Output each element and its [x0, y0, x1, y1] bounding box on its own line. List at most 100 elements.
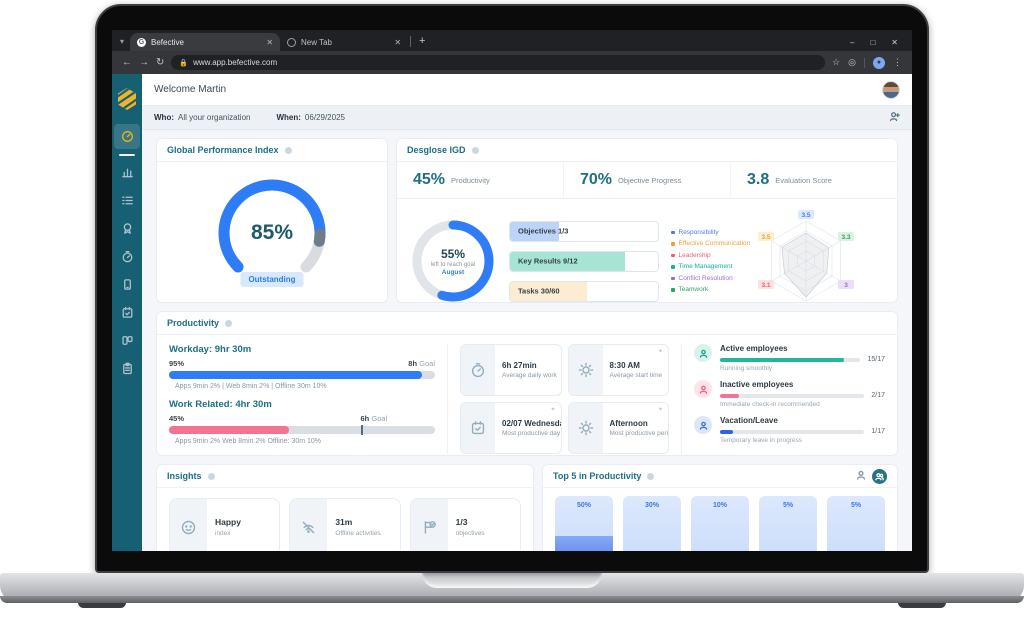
new-tab-button[interactable]: + [419, 35, 426, 47]
globe-favicon-icon [287, 37, 297, 47]
individual-view-icon[interactable] [856, 467, 866, 485]
objectives-insight-card[interactable]: 1/3 objectives [409, 498, 521, 551]
offline-insight-card[interactable]: 31m Offline activities [289, 498, 401, 551]
window-close-button[interactable]: ✕ [891, 38, 898, 47]
stat-value: 8:30 AM [609, 361, 640, 370]
top5-bar-chart: 50% 30% 10% [543, 488, 897, 551]
window-maximize-button[interactable]: □ [870, 38, 876, 47]
info-icon[interactable] [471, 146, 479, 154]
tab-new-tab[interactable]: New Tab ✕ [280, 33, 408, 51]
employee-count: 1/17 [871, 428, 885, 435]
progress-label: Tasks 30/60 [518, 286, 560, 296]
employee-group-title: Inactive employees [720, 380, 794, 389]
most-productive-period-card[interactable]: ✦ Afternoon Most productive period [567, 402, 669, 454]
window-minimize-button[interactable]: – [850, 38, 855, 47]
user-filter-icon[interactable] [889, 111, 900, 124]
legend-label: Conflict Resolution [678, 274, 733, 282]
app-sidebar [112, 74, 142, 551]
avg-start-time-card[interactable]: ✦ 8:30 AM Average start time [567, 344, 669, 396]
stat-value: 6h 27min [502, 361, 537, 370]
stopwatch-icon [461, 345, 495, 395]
goal-tick-marker [360, 425, 363, 435]
inactive-employees-row[interactable]: Inactive employees 2/17 Immediate check-… [694, 380, 885, 408]
sparkle-icon: ✦ [657, 407, 663, 413]
tab-divider [410, 36, 412, 47]
when-label: When: [276, 113, 301, 122]
employee-note: Temporary leave in progress [720, 437, 803, 444]
workday-percent: 95% [169, 359, 185, 368]
productivity-card: Productivity Workday: 9hr 30m 95% 8h Goa… [156, 311, 898, 456]
top5-bar[interactable]: 5% [827, 496, 885, 551]
employee-count: 2/17 [871, 392, 885, 399]
info-icon[interactable] [207, 472, 215, 480]
tab-close-icon[interactable]: ✕ [394, 37, 402, 47]
info-icon[interactable] [284, 146, 292, 154]
tab-close-icon[interactable]: ✕ [266, 37, 274, 47]
work-related-title: Work Related: 4hr 30m [169, 399, 272, 410]
extension-icon[interactable]: ◎ [848, 57, 856, 67]
sparkle-icon: ✦ [657, 349, 663, 355]
back-icon[interactable]: ← [122, 56, 132, 68]
sidebar-item-tasks[interactable] [114, 188, 140, 213]
sidebar-item-calendar[interactable] [114, 300, 140, 325]
info-icon[interactable] [647, 472, 655, 480]
laptop-base [0, 573, 1024, 603]
insight-value: 31m [335, 517, 353, 527]
smiley-icon [170, 499, 207, 551]
person-icon [694, 380, 712, 398]
sidebar-item-timer[interactable] [114, 244, 140, 269]
active-employees-row[interactable]: Active employees 15/17 Running smoothly [694, 344, 885, 372]
stat-label: Most productive period [609, 430, 669, 437]
sidebar-item-dashboard[interactable] [114, 124, 140, 149]
tasks-progress[interactable]: Tasks 30/60 [509, 280, 659, 302]
sidebar-item-mobile[interactable] [114, 272, 140, 297]
info-icon[interactable] [225, 319, 233, 327]
legend-label: Responsibility [678, 228, 719, 236]
when-value[interactable]: 06/29/2025 [304, 113, 345, 122]
mood-insight-card[interactable]: Happy index [169, 498, 281, 551]
sidebar-item-reports[interactable] [114, 160, 140, 185]
legend-label: Time Management [678, 263, 733, 271]
avg-daily-work-card[interactable]: 6h 27min Average daily work [460, 344, 562, 396]
top5-bar[interactable]: 50% [555, 496, 613, 551]
who-value[interactable]: All your organization [178, 113, 251, 122]
radar-value: 3.5 [762, 234, 771, 241]
user-avatar[interactable] [882, 80, 900, 99]
employee-group-title: Active employees [720, 344, 788, 353]
laptop-screen-bezel: ▾ G Befective ✕ New Tab ✕ + – □ ✕ [95, 4, 929, 573]
radar-value: 3.1 [762, 282, 771, 289]
gpi-value: 85% [250, 220, 294, 244]
tab-befective[interactable]: G Befective ✕ [130, 33, 281, 51]
vacation-leave-row[interactable]: Vacation/Leave 1/17 Temporary leave in p… [694, 416, 885, 444]
insights-title: Insights [167, 471, 202, 481]
insights-card: Insights Happy [156, 464, 534, 551]
stat-value: 3.8 [747, 171, 770, 188]
browser-profile-avatar[interactable]: ● [873, 56, 885, 69]
stat-label: Objective Progress [618, 175, 682, 185]
sidebar-item-awards[interactable] [114, 216, 140, 241]
screen: ▾ G Befective ✕ New Tab ✕ + – □ ✕ [112, 30, 912, 551]
browser-toolbar: ← → ↻ 🔒 www.app.befective.com ☆ ◎ ● ⋮ [112, 51, 912, 74]
stat-label: Evaluation Score [775, 175, 832, 185]
befective-logo[interactable] [115, 74, 139, 124]
top5-bar[interactable]: 5% [759, 496, 817, 551]
group-view-icon[interactable] [872, 468, 887, 484]
top5-bar[interactable]: 10% [691, 496, 749, 551]
tab-search-chevron-icon[interactable]: ▾ [120, 37, 125, 46]
sidebar-item-kanban[interactable] [114, 328, 140, 353]
url-text: www.app.befective.com [193, 58, 278, 67]
workday-goal-value: 8h [408, 359, 418, 368]
bookmark-star-icon[interactable]: ☆ [832, 57, 841, 67]
stat-label: Most productive day [502, 430, 561, 437]
url-bar[interactable]: 🔒 www.app.befective.com [171, 55, 826, 70]
top5-bar[interactable]: 30% [623, 496, 681, 551]
reload-icon[interactable]: ↻ [156, 56, 165, 68]
most-productive-day-card[interactable]: ✦ 02/07 Wednesday Most productive day [460, 402, 562, 454]
key-results-progress[interactable]: Key Results 9/12 [509, 250, 659, 272]
gpi-title: Global Performance Index [167, 145, 279, 155]
forward-icon[interactable]: → [139, 56, 149, 68]
browser-menu-icon[interactable]: ⋮ [893, 57, 902, 67]
stat-value: 70% [580, 171, 613, 188]
objectives-progress[interactable]: Objectives 1/3 [509, 220, 659, 242]
sidebar-item-clipboard[interactable] [114, 356, 140, 381]
